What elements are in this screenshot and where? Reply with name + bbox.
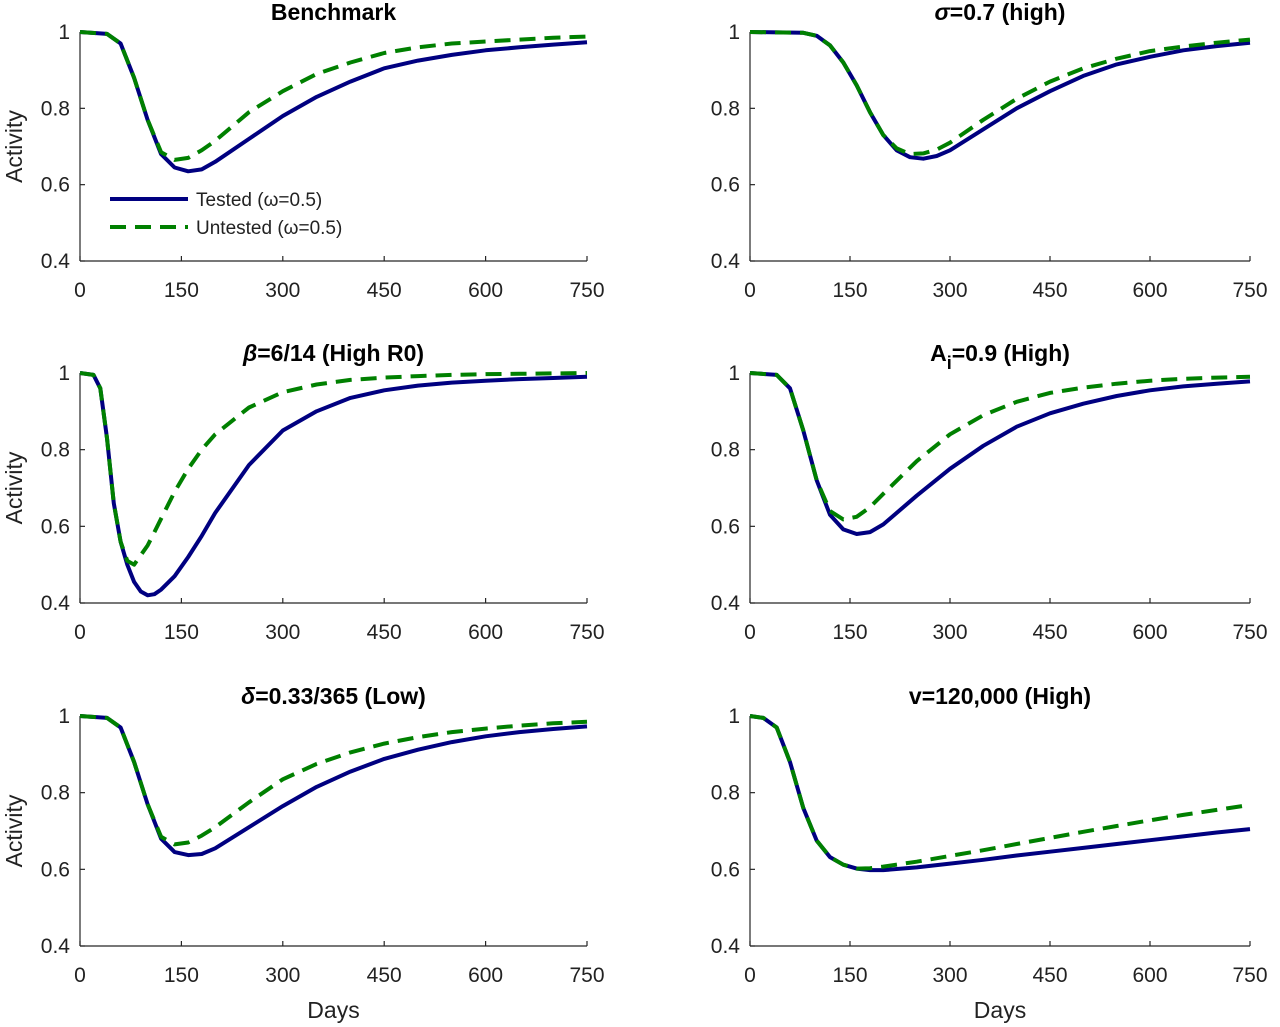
panel-6: 0 150 300 450 600 750 0.4 0.6 0.8 1 v=120,000 (Hig… [711, 683, 1268, 1023]
y-tick-label: 0.6 [711, 515, 740, 538]
chart-title: β=6/14 (High R0) [242, 340, 424, 366]
chart-title: σ=0.7 (high) [935, 0, 1066, 25]
y-tick-label: 0.8 [41, 97, 70, 120]
y-tick-label: 1 [58, 705, 70, 728]
y-tick-label: 1 [58, 21, 70, 44]
x-axis-label: Days [307, 997, 359, 1023]
chart-title: v=120,000 (High) [909, 683, 1091, 709]
x-tick-label: 150 [832, 621, 867, 644]
untested-series-line [749, 371, 1251, 522]
panel-5: 0 150 300 450 600 750 0.4 0.6 0.8 1 δ=0.33/365 (Lo… [1, 683, 605, 1023]
x-tick-label: 150 [832, 964, 867, 987]
x-tick-label: 600 [1132, 279, 1167, 302]
x-tick-label: 450 [1032, 621, 1067, 644]
y-tick-label: 0.6 [711, 858, 740, 881]
x-tick-label: 0 [744, 621, 756, 644]
x-tick-label: 0 [74, 964, 86, 987]
x-tick-label: 150 [164, 964, 199, 987]
legend: Tested (ω=0.5) Untested (ω=0.5) [110, 190, 342, 239]
y-tick-label: 1 [728, 21, 740, 44]
x-tick-label: 750 [569, 621, 604, 644]
x-tick-label: 300 [932, 964, 967, 987]
x-tick-label: 0 [74, 279, 86, 302]
x-tick-label: 300 [265, 621, 300, 644]
tested-series-line [79, 371, 588, 598]
y-axis-label: Activity [1, 451, 27, 524]
untested-series-line [79, 30, 588, 162]
legend-label-tested: Tested (ω=0.5) [196, 190, 322, 211]
tested-series-line [749, 714, 1251, 873]
panel-1: 0 150 300 450 600 750 0.4 0.6 0.8 1 Benchmark Activ… [1, 0, 605, 302]
legend-label-untested: Untested (ω=0.5) [196, 218, 342, 239]
panel-3: 0 150 300 450 600 750 0.4 0.6 0.8 1 β=6/14 (High R… [1, 340, 605, 644]
y-tick-label: 0.4 [711, 592, 741, 615]
x-tick-label: 150 [164, 621, 199, 644]
y-tick-label: 0.6 [41, 174, 70, 197]
x-tick-label: 750 [569, 279, 604, 302]
y-axis-label: Activity [1, 794, 27, 867]
panel-4: 0 150 300 450 600 750 0.4 0.6 0.8 1 Ai=0.9 (High) [711, 340, 1268, 644]
y-tick-label: 0.8 [711, 97, 740, 120]
y-tick-label: 1 [728, 705, 740, 728]
x-tick-label: 0 [74, 621, 86, 644]
x-axis-label: Days [974, 997, 1026, 1023]
x-tick-label: 600 [1132, 964, 1167, 987]
x-tick-label: 600 [468, 279, 503, 302]
tested-series-line [749, 30, 1251, 161]
x-tick-label: 450 [1032, 279, 1067, 302]
x-tick-label: 0 [744, 964, 756, 987]
y-tick-label: 0.6 [41, 858, 70, 881]
y-axis-label: Activity [1, 110, 27, 183]
tested-series-line [79, 30, 588, 174]
y-tick-label: 0.4 [41, 935, 71, 958]
x-tick-label: 600 [468, 964, 503, 987]
y-tick-label: 0.4 [41, 592, 71, 615]
x-tick-label: 750 [1232, 964, 1267, 987]
untested-series-line [79, 714, 588, 847]
x-tick-label: 150 [164, 279, 199, 302]
y-tick-label: 0.8 [41, 782, 70, 805]
tested-series-line [749, 371, 1251, 536]
y-tick-label: 0.4 [711, 935, 741, 958]
chart-title: Benchmark [271, 0, 396, 25]
x-tick-label: 450 [367, 964, 402, 987]
panel-2: 0 150 300 450 600 750 0.4 0.6 0.8 1 σ=0.7 (high) [711, 0, 1268, 302]
x-tick-label: 750 [569, 964, 604, 987]
x-tick-label: 0 [744, 279, 756, 302]
y-tick-label: 0.4 [41, 250, 71, 273]
y-tick-label: 0.6 [41, 515, 70, 538]
y-tick-label: 1 [58, 362, 70, 385]
chart-title: δ=0.33/365 (Low) [241, 683, 426, 709]
chart-title: Ai=0.9 (High) [930, 340, 1070, 373]
x-tick-label: 450 [367, 279, 402, 302]
y-tick-label: 0.4 [711, 250, 741, 273]
x-tick-label: 600 [1132, 621, 1167, 644]
y-tick-label: 0.8 [711, 439, 740, 462]
x-tick-label: 300 [265, 279, 300, 302]
y-tick-label: 1 [728, 362, 740, 385]
x-tick-label: 300 [265, 964, 300, 987]
x-tick-label: 750 [1232, 621, 1267, 644]
x-tick-label: 300 [932, 621, 967, 644]
x-tick-label: 150 [832, 279, 867, 302]
x-tick-label: 750 [1232, 279, 1267, 302]
x-tick-label: 300 [932, 279, 967, 302]
untested-series-line [749, 714, 1251, 871]
y-tick-label: 0.6 [711, 174, 740, 197]
x-tick-label: 450 [1032, 964, 1067, 987]
y-tick-label: 0.8 [711, 782, 740, 805]
tested-series-line [79, 714, 588, 858]
y-tick-label: 0.8 [41, 439, 70, 462]
x-tick-label: 450 [367, 621, 402, 644]
x-tick-label: 600 [468, 621, 503, 644]
untested-series-line [79, 371, 588, 567]
